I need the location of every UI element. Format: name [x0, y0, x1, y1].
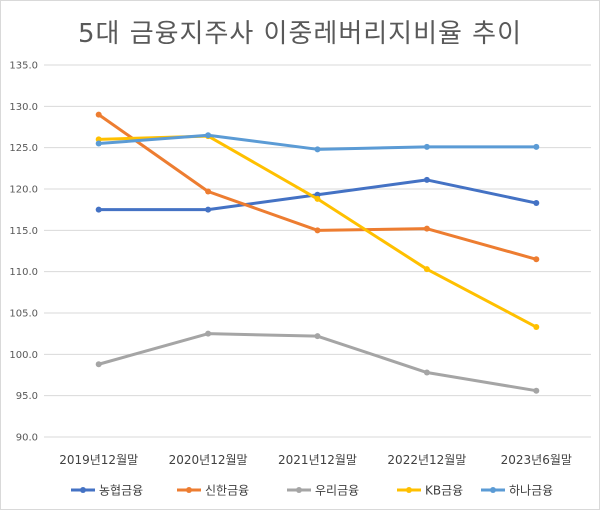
- x-tick-label: 2022년12월말: [387, 453, 466, 467]
- data-point: [205, 330, 212, 337]
- data-point: [314, 191, 321, 198]
- data-point: [95, 136, 102, 143]
- data-point: [423, 176, 430, 183]
- data-point: [533, 200, 540, 207]
- legend-label: 신한금융: [205, 484, 249, 498]
- x-tick-label: 2023년6월말: [501, 453, 572, 467]
- y-tick-label: 115.0: [9, 226, 38, 237]
- legend-label: 농협금융: [99, 484, 143, 498]
- legend-label: 우리금융: [315, 484, 359, 498]
- y-tick-label: 120.0: [9, 185, 38, 196]
- legend-label: KB금융: [425, 484, 463, 498]
- legend-swatch-marker: [296, 487, 302, 493]
- data-point: [533, 324, 540, 331]
- data-point: [423, 266, 430, 273]
- data-point: [205, 206, 212, 213]
- data-point: [423, 369, 430, 376]
- data-point: [95, 361, 102, 368]
- x-tick-label: 2021년12월말: [278, 453, 357, 467]
- data-point: [423, 225, 430, 232]
- x-tick-label: 2020년12월말: [169, 453, 248, 467]
- data-point: [205, 188, 212, 195]
- data-point: [95, 140, 102, 147]
- y-tick-label: 95.0: [16, 391, 38, 402]
- y-tick-label: 125.0: [9, 143, 38, 154]
- legend-swatch-marker: [406, 487, 412, 493]
- data-point: [533, 387, 540, 394]
- data-point: [423, 143, 430, 150]
- data-point: [314, 227, 321, 234]
- data-point: [314, 146, 321, 153]
- legend-swatch-marker: [490, 487, 496, 493]
- data-point: [533, 143, 540, 150]
- y-tick-label: 110.0: [9, 267, 38, 278]
- data-point: [95, 111, 102, 118]
- x-tick-label: 2019년12월말: [59, 453, 138, 467]
- data-point: [205, 132, 212, 139]
- legend-label: 하나금융: [509, 484, 553, 498]
- y-tick-label: 130.0: [9, 102, 38, 113]
- y-tick-label: 90.0: [16, 433, 38, 444]
- legend-swatch-marker: [80, 487, 86, 493]
- series-line: [97, 332, 538, 393]
- chart-title: 5대 금융지주사 이중레버리지비율 추이: [77, 19, 523, 49]
- y-tick-label: 100.0: [9, 350, 38, 361]
- legend-swatch-marker: [186, 487, 192, 493]
- y-tick-label: 105.0: [9, 309, 38, 320]
- y-tick-label: 135.0: [9, 61, 38, 72]
- data-point: [533, 256, 540, 263]
- data-point: [314, 195, 321, 202]
- data-point: [95, 206, 102, 213]
- data-point: [314, 333, 321, 340]
